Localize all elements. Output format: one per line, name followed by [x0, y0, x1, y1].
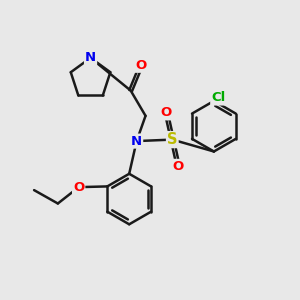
- Text: S: S: [167, 132, 178, 147]
- Text: Cl: Cl: [211, 92, 226, 104]
- Text: O: O: [136, 59, 147, 72]
- Text: N: N: [131, 135, 142, 148]
- Text: O: O: [73, 181, 84, 194]
- Text: O: O: [161, 106, 172, 119]
- Text: N: N: [85, 51, 96, 64]
- Text: O: O: [172, 160, 184, 173]
